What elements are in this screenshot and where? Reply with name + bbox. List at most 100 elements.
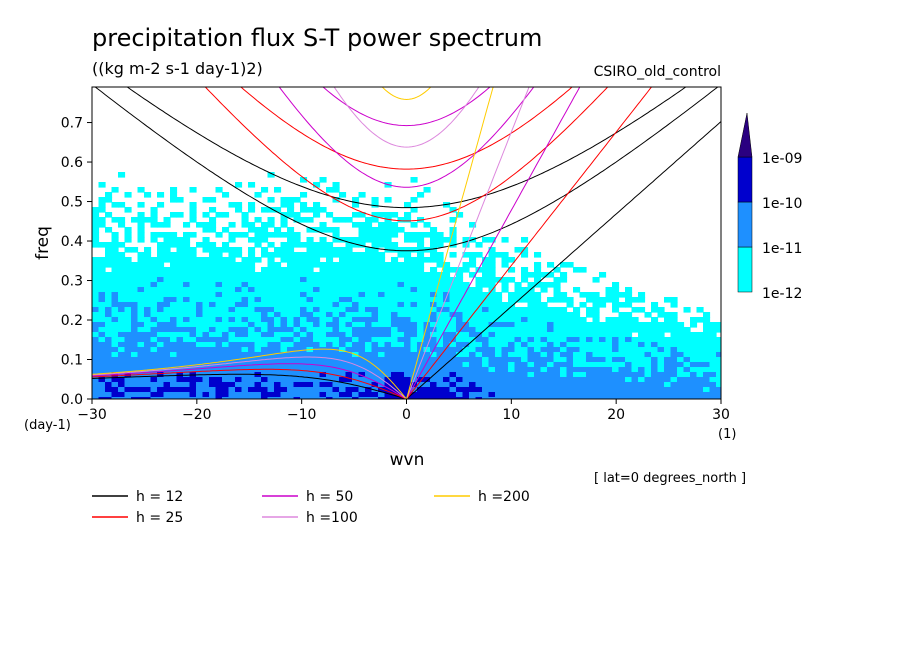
heat-cell [176, 312, 184, 318]
heat-cell [274, 297, 282, 303]
heat-cell [397, 302, 405, 308]
heat-cell [202, 337, 210, 343]
heat-cell [202, 282, 210, 288]
heat-cell [443, 297, 451, 303]
heat-cell [293, 317, 301, 323]
heat-cell [514, 322, 522, 328]
heat-cell [215, 247, 223, 253]
heat-cell [371, 212, 379, 218]
heat-cell [527, 362, 535, 368]
heat-cell [332, 267, 340, 273]
heat-cell [469, 357, 477, 363]
heat-cell [423, 397, 431, 399]
heat-cell [293, 267, 301, 273]
heat-cell [378, 272, 386, 278]
heat-cell [547, 322, 555, 328]
heat-cell [98, 182, 106, 188]
heat-cell [228, 232, 236, 238]
heat-cell [287, 332, 295, 338]
heat-cell [287, 262, 295, 268]
heat-cell [280, 337, 288, 343]
heat-cell [534, 347, 542, 353]
heat-cell [131, 352, 139, 358]
heat-cell [105, 307, 113, 313]
heat-cell [306, 367, 314, 373]
heat-cell [378, 237, 386, 243]
heat-cell [527, 332, 535, 338]
heat-cell [163, 337, 171, 343]
heat-cell [443, 272, 451, 278]
heat-cell [163, 237, 171, 243]
heat-cell [384, 232, 392, 238]
heat-cell [196, 287, 204, 293]
heat-cell [157, 312, 165, 318]
heat-cell [462, 342, 470, 348]
heat-cell [709, 397, 717, 399]
heat-cell [573, 332, 581, 338]
heat-cell [235, 382, 243, 388]
heat-cell [261, 392, 269, 398]
heat-cell [326, 277, 334, 283]
heat-cell [527, 327, 535, 333]
heat-cell [274, 227, 282, 233]
heat-cell [300, 317, 308, 323]
heat-cell [222, 292, 230, 298]
heat-cell [280, 332, 288, 338]
heat-cell [404, 307, 412, 313]
heat-cell [488, 247, 496, 253]
heat-cell [332, 262, 340, 268]
heat-cell [469, 332, 477, 338]
heat-cell [423, 287, 431, 293]
heat-cell [365, 392, 373, 398]
heat-cell [319, 252, 327, 258]
heat-cell [92, 292, 100, 298]
heat-cell [703, 347, 711, 353]
heat-cell [261, 227, 269, 233]
heat-cell [92, 232, 100, 238]
heat-cell [196, 267, 204, 273]
heat-cell [449, 282, 457, 288]
heat-cell [118, 352, 126, 358]
heat-cell [573, 307, 581, 313]
heat-cell [241, 307, 249, 313]
heat-cell [332, 317, 340, 323]
heat-cell [352, 262, 360, 268]
heat-cell [170, 307, 178, 313]
heat-cell [228, 332, 236, 338]
heat-cell [98, 272, 106, 278]
heat-cell [384, 297, 392, 303]
heat-cell [618, 347, 626, 353]
heat-cell [105, 197, 113, 203]
heat-cell [202, 247, 210, 253]
heat-cell [319, 287, 327, 293]
heat-cell [371, 382, 379, 388]
heat-cell [501, 332, 509, 338]
heat-cell [410, 317, 418, 323]
heat-cell [157, 362, 165, 368]
heat-cell [592, 312, 600, 318]
heat-cell [599, 367, 607, 373]
heat-cell [703, 342, 711, 348]
heat-cell [709, 322, 717, 328]
heat-cell [313, 312, 321, 318]
heat-cell [612, 307, 620, 313]
heat-cell [469, 362, 477, 368]
heat-cell [716, 342, 721, 348]
heat-cell [573, 312, 581, 318]
heat-cell [345, 372, 353, 378]
heat-cell [287, 212, 295, 218]
heat-cell [124, 327, 132, 333]
heat-cell [508, 377, 516, 383]
heat-cell [423, 352, 431, 358]
heat-cell [592, 377, 600, 383]
heat-cell [384, 372, 392, 378]
heat-cell [709, 387, 717, 393]
heat-cell [371, 357, 379, 363]
heat-cell [300, 177, 308, 183]
heat-cell [501, 252, 509, 258]
heat-cell [618, 372, 626, 378]
heat-cell [482, 352, 490, 358]
heat-cell [683, 342, 691, 348]
heat-cell [631, 377, 639, 383]
heat-cell [98, 267, 106, 273]
